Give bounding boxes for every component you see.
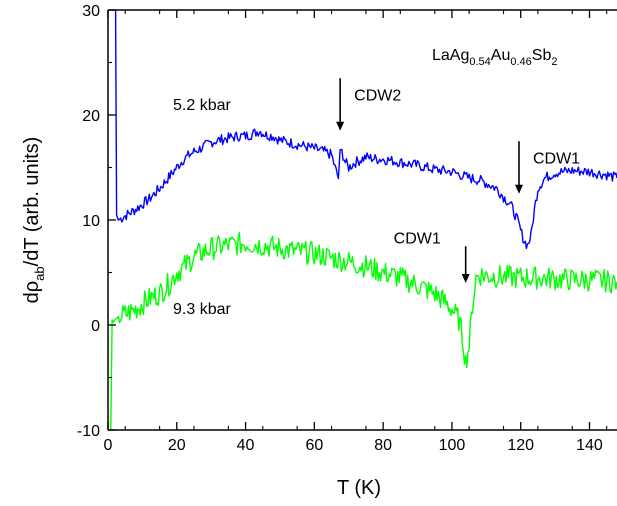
series-line-5-2-kbar: [114, 9, 617, 250]
y-tick-label: 30: [82, 3, 100, 20]
series-line-9-3-kbar: [110, 231, 617, 431]
x-tick-label: 80: [374, 437, 392, 454]
series-label-5-2-kbar: 5.2 kbar: [173, 97, 231, 114]
y-tick-label: -10: [77, 423, 100, 440]
y-axis-title-subscript: ab: [32, 266, 47, 280]
x-tick-label: 100: [439, 437, 466, 454]
y-axis-title-prefix: d: [21, 292, 43, 303]
annotation-arrowhead: [461, 274, 470, 283]
annotation-arrowhead: [336, 121, 345, 131]
annotation-layer: CDW2 CDW1 CDW1: [336, 78, 580, 283]
y-tick-label: 10: [82, 213, 100, 230]
sample-label: LaAg0.54Au0.46Sb2: [432, 47, 558, 68]
x-tick-label: 0: [104, 437, 113, 454]
annotation-label-cdw1: CDW1: [533, 150, 580, 167]
x-tick-label: 60: [305, 437, 323, 454]
x-axis-title: T (K): [337, 477, 381, 499]
annotation-label-cdw2: CDW2: [354, 87, 401, 104]
series-label-9-3-kbar: 9.3 kbar: [173, 301, 231, 318]
y-axis-title: dρab/dT (arb. units): [21, 137, 47, 304]
y-axis-title-rho: ρ: [21, 281, 43, 292]
y-tick-label: 20: [82, 108, 100, 125]
x-tick-label: 20: [168, 437, 186, 454]
sample-label-part: 0.46: [510, 56, 531, 68]
sample-label-part: 2: [551, 56, 557, 68]
x-tick-label: 40: [237, 437, 255, 454]
y-axis-title-suffix: /dT (arb. units): [21, 137, 43, 267]
x-tick-label: 120: [507, 437, 534, 454]
x-tick-label: 140: [576, 437, 603, 454]
annotation-arrowhead: [514, 184, 523, 194]
series-layer: [110, 9, 617, 431]
annotation-label-cdw1: CDW1: [394, 230, 441, 247]
sample-label-part: Au: [491, 47, 511, 64]
y-tick-label: 0: [91, 318, 100, 335]
sample-label-part: LaAg: [432, 47, 469, 64]
sample-label-part: Sb: [532, 47, 552, 64]
sample-label-part: 0.54: [469, 56, 490, 68]
